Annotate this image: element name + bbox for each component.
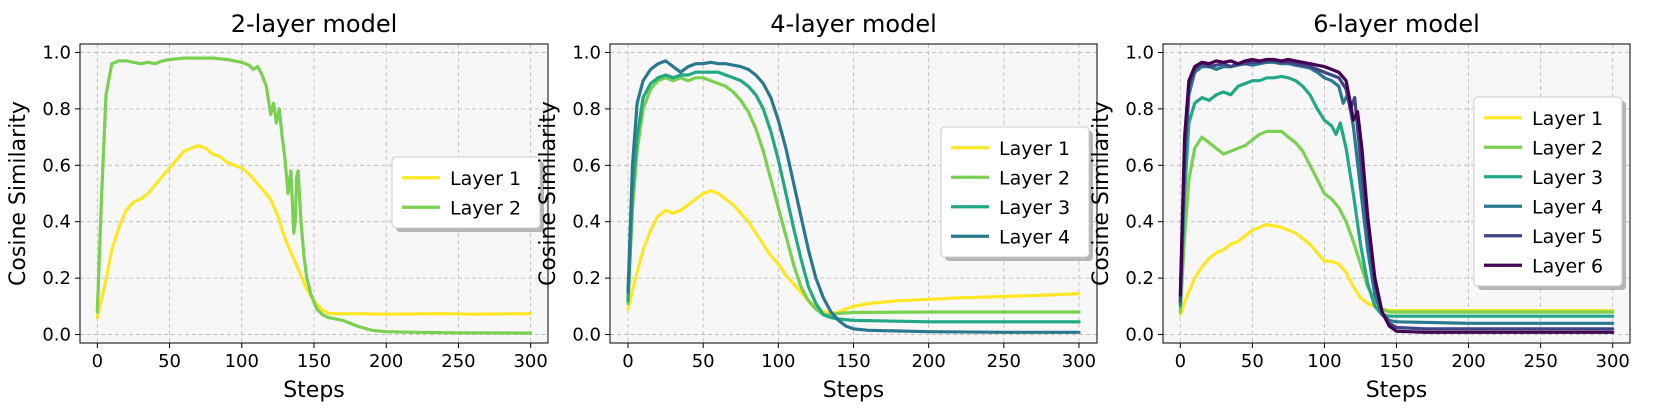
y-tick-label: 0.8: [572, 99, 601, 120]
x-tick-label: 100: [225, 351, 259, 372]
legend-label: Layer 3: [999, 197, 1070, 219]
x-tick-label: 300: [513, 351, 547, 372]
legend-label: Layer 4: [999, 226, 1070, 248]
x-tick-label: 150: [297, 351, 331, 372]
x-tick-label: 50: [1241, 351, 1264, 372]
y-tick-label: 0.2: [42, 268, 71, 289]
legend-label: Layer 4: [1532, 196, 1603, 218]
legend-label: Layer 1: [1532, 108, 1603, 130]
x-axis-label: Steps: [283, 378, 345, 403]
x-tick-label: 200: [369, 351, 403, 372]
y-tick-label: 0.6: [572, 155, 601, 176]
x-tick-label: 100: [1307, 351, 1341, 372]
legend-box: [1473, 96, 1623, 287]
panel-3: 0 50 100 150 200 250 300 0.0 0.2 0.4 0.6 0.8 1.0 6-la…: [1089, 10, 1631, 403]
x-tick-label: 300: [1062, 351, 1096, 372]
x-tick-label: 50: [158, 351, 181, 372]
y-tick-label: 0.8: [1125, 99, 1154, 120]
x-axis-label: Steps: [823, 378, 885, 403]
y-tick-label: 0.4: [42, 212, 71, 233]
y-tick-label: 0.2: [1125, 268, 1154, 289]
x-axis-label: Steps: [1366, 378, 1428, 403]
y-tick-label: 0.8: [42, 99, 71, 120]
legend-label: Layer 1: [999, 138, 1070, 160]
series-line-layer-3: [1178, 74, 1615, 318]
x-tick-label: 300: [1596, 351, 1630, 372]
legend: Layer 1 Layer 2 Layer 3 Layer 4: [940, 126, 1093, 261]
y-axis-label: Cosine Similarity: [536, 101, 561, 286]
y-tick-label: 0.4: [572, 212, 601, 233]
chart-title: 6-layer model: [1313, 10, 1480, 38]
x-tick-label: 250: [1523, 351, 1557, 372]
series-line-layer-3: [626, 70, 1081, 324]
legend-label: Layer 5: [1532, 226, 1603, 248]
legend-label: Layer 1: [450, 168, 521, 190]
panel-2: 0 50 100 150 200 250 300 0.0 0.2 0.4 0.6 0.8 1.0 4-la…: [536, 10, 1098, 403]
y-tick-label: 0.6: [42, 155, 71, 176]
panel-1: 0 50 100 150 200 250 300 0.0 0.2 0.4 0.6 0.8 1.0 2-la…: [6, 10, 549, 403]
y-tick-label: 0.0: [42, 325, 71, 346]
series-line-layer-1: [626, 189, 1081, 315]
chart-title: 4-layer model: [770, 10, 937, 38]
legend-label: Layer 2: [999, 167, 1070, 189]
series-line-layer-4: [626, 59, 1081, 334]
x-tick-label: 0: [622, 351, 633, 372]
x-tick-label: 250: [987, 351, 1021, 372]
legend-box: [940, 126, 1090, 258]
y-tick-label: 0.6: [1125, 155, 1154, 176]
x-tick-label: 200: [911, 351, 945, 372]
y-tick-label: 1.0: [572, 42, 601, 63]
x-tick-label: 50: [692, 351, 715, 372]
x-tick-label: 200: [1451, 351, 1485, 372]
series-line-layer-6: [1178, 57, 1615, 334]
y-axis-label: Cosine Similarity: [1089, 101, 1114, 286]
x-tick-label: 150: [1379, 351, 1413, 372]
x-tick-label: 0: [92, 351, 103, 372]
legend-label: Layer 2: [1532, 137, 1603, 159]
series-line-layer-2: [95, 56, 533, 335]
legend: Layer 1 Layer 2: [391, 156, 544, 232]
y-tick-label: 1.0: [1125, 42, 1154, 63]
x-tick-label: 0: [1175, 351, 1186, 372]
y-tick-label: 0.0: [1125, 325, 1154, 346]
series-line-layer-1: [95, 143, 533, 320]
y-tick-label: 0.4: [1125, 212, 1154, 233]
chart-title: 2-layer model: [231, 10, 398, 38]
legend: Layer 1 Layer 2 Layer 3 Layer 4 Layer 5 Layer…: [1473, 96, 1626, 290]
y-tick-label: 1.0: [42, 42, 71, 63]
legend-box: [391, 156, 541, 229]
y-tick-label: 0.0: [572, 325, 601, 346]
y-axis-label: Cosine Similarity: [6, 101, 31, 286]
legend-label: Layer 2: [450, 197, 521, 219]
legend-label: Layer 3: [1532, 167, 1603, 189]
y-tick-label: 0.2: [572, 268, 601, 289]
x-tick-label: 250: [441, 351, 475, 372]
x-tick-label: 100: [761, 351, 795, 372]
x-tick-label: 150: [836, 351, 870, 372]
legend-label: Layer 6: [1532, 255, 1603, 277]
